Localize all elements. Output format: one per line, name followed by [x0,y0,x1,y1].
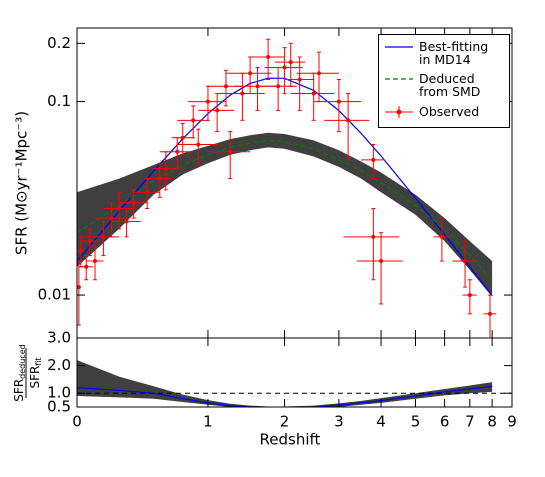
observed-point [371,157,376,162]
bottom-plot-area [77,360,512,407]
legend: Best-fitting in MD14 Deduced from SMD Ob… [378,34,510,128]
y-tick-label: 0.1 [47,92,71,110]
observed-point [145,190,150,195]
observed-point [248,71,253,76]
legend-symbols [385,46,413,118]
band [77,132,493,297]
x-tick-label: 7 [465,413,475,431]
x-tick-label: 1 [203,413,213,431]
y-tick-label: 1.0 [47,384,71,402]
series-line [77,139,493,281]
observed-point [288,60,293,65]
observed-point [180,135,185,140]
observed-point [371,234,376,239]
observed-point [311,91,316,96]
observed-point [77,285,81,290]
den-sub: fit [34,357,43,365]
observed-point [175,149,180,154]
observed-point [223,84,228,89]
observed-point [346,118,351,123]
observed-point [487,311,492,316]
observed-point [117,206,122,211]
y-tick-label: 0.5 [47,398,71,416]
y-tick-label: 0.01 [38,286,71,304]
observed-point [93,258,98,263]
num-sub: deduced [18,344,27,379]
observed-point [205,99,210,104]
band [77,360,493,407]
observed-point [316,71,321,76]
observed-point [297,77,302,82]
y-tick-label: 2.0 [47,356,71,374]
y-axis-label: SFR (M⊙yr⁻¹Mpc⁻³) [13,111,31,255]
ratio-numerator: SFRdeduced [12,344,27,401]
observed-point [131,200,136,205]
num-main: SFR [12,379,26,402]
legend-label: Best-fitting in MD14 [419,39,489,67]
observed-point [215,108,220,113]
observed-point [336,99,341,104]
x-tick-label: 3 [334,413,344,431]
x-tick-label: 0 [72,413,82,431]
observed-point [109,216,114,221]
x-tick-label: 6 [440,413,450,431]
observed-point [78,248,83,253]
observed-point [191,118,196,123]
legend-marker [396,109,402,115]
observed-point [282,65,287,70]
x-axis-label: Redshift [260,431,321,449]
x-tick-label: 8 [487,413,497,431]
legend-label: Deduced from SMD [419,71,481,99]
observed-point [101,234,106,239]
observed-point [157,176,162,181]
x-tick-label: 9 [507,413,517,431]
observed-point [379,258,384,263]
y-tick-label: 3.0 [47,329,71,347]
y-tick-label: 0.2 [47,34,71,52]
observed-point [196,142,201,147]
legend-label: Observed [419,104,480,119]
observed-point [240,91,245,96]
observed-point [266,54,271,59]
den-main: SFR [28,366,42,389]
bottom-frame [76,337,513,408]
x-tick-label: 4 [376,413,386,431]
observed-point [87,239,92,244]
observed-point [276,84,281,89]
observed-point [463,258,468,263]
observed-point [228,149,233,154]
observed-point [467,293,472,298]
observed-point [439,234,444,239]
top-plot-area [77,38,497,338]
observed-point [163,166,168,171]
axes: 0.01 0.1 0.2 0.51.0 2.0 3.0 0 1 2 3 4 5 6 7 8 9 [38,28,517,431]
series-line [77,385,493,407]
ratio-denominator: SFRfit [28,357,43,388]
ratio-label: SFRdeduced SFRfit [12,344,43,401]
observed-point [124,219,129,224]
observed-point [84,264,89,269]
x-tick-label: 2 [280,413,290,431]
x-tick-label: 5 [411,413,421,431]
